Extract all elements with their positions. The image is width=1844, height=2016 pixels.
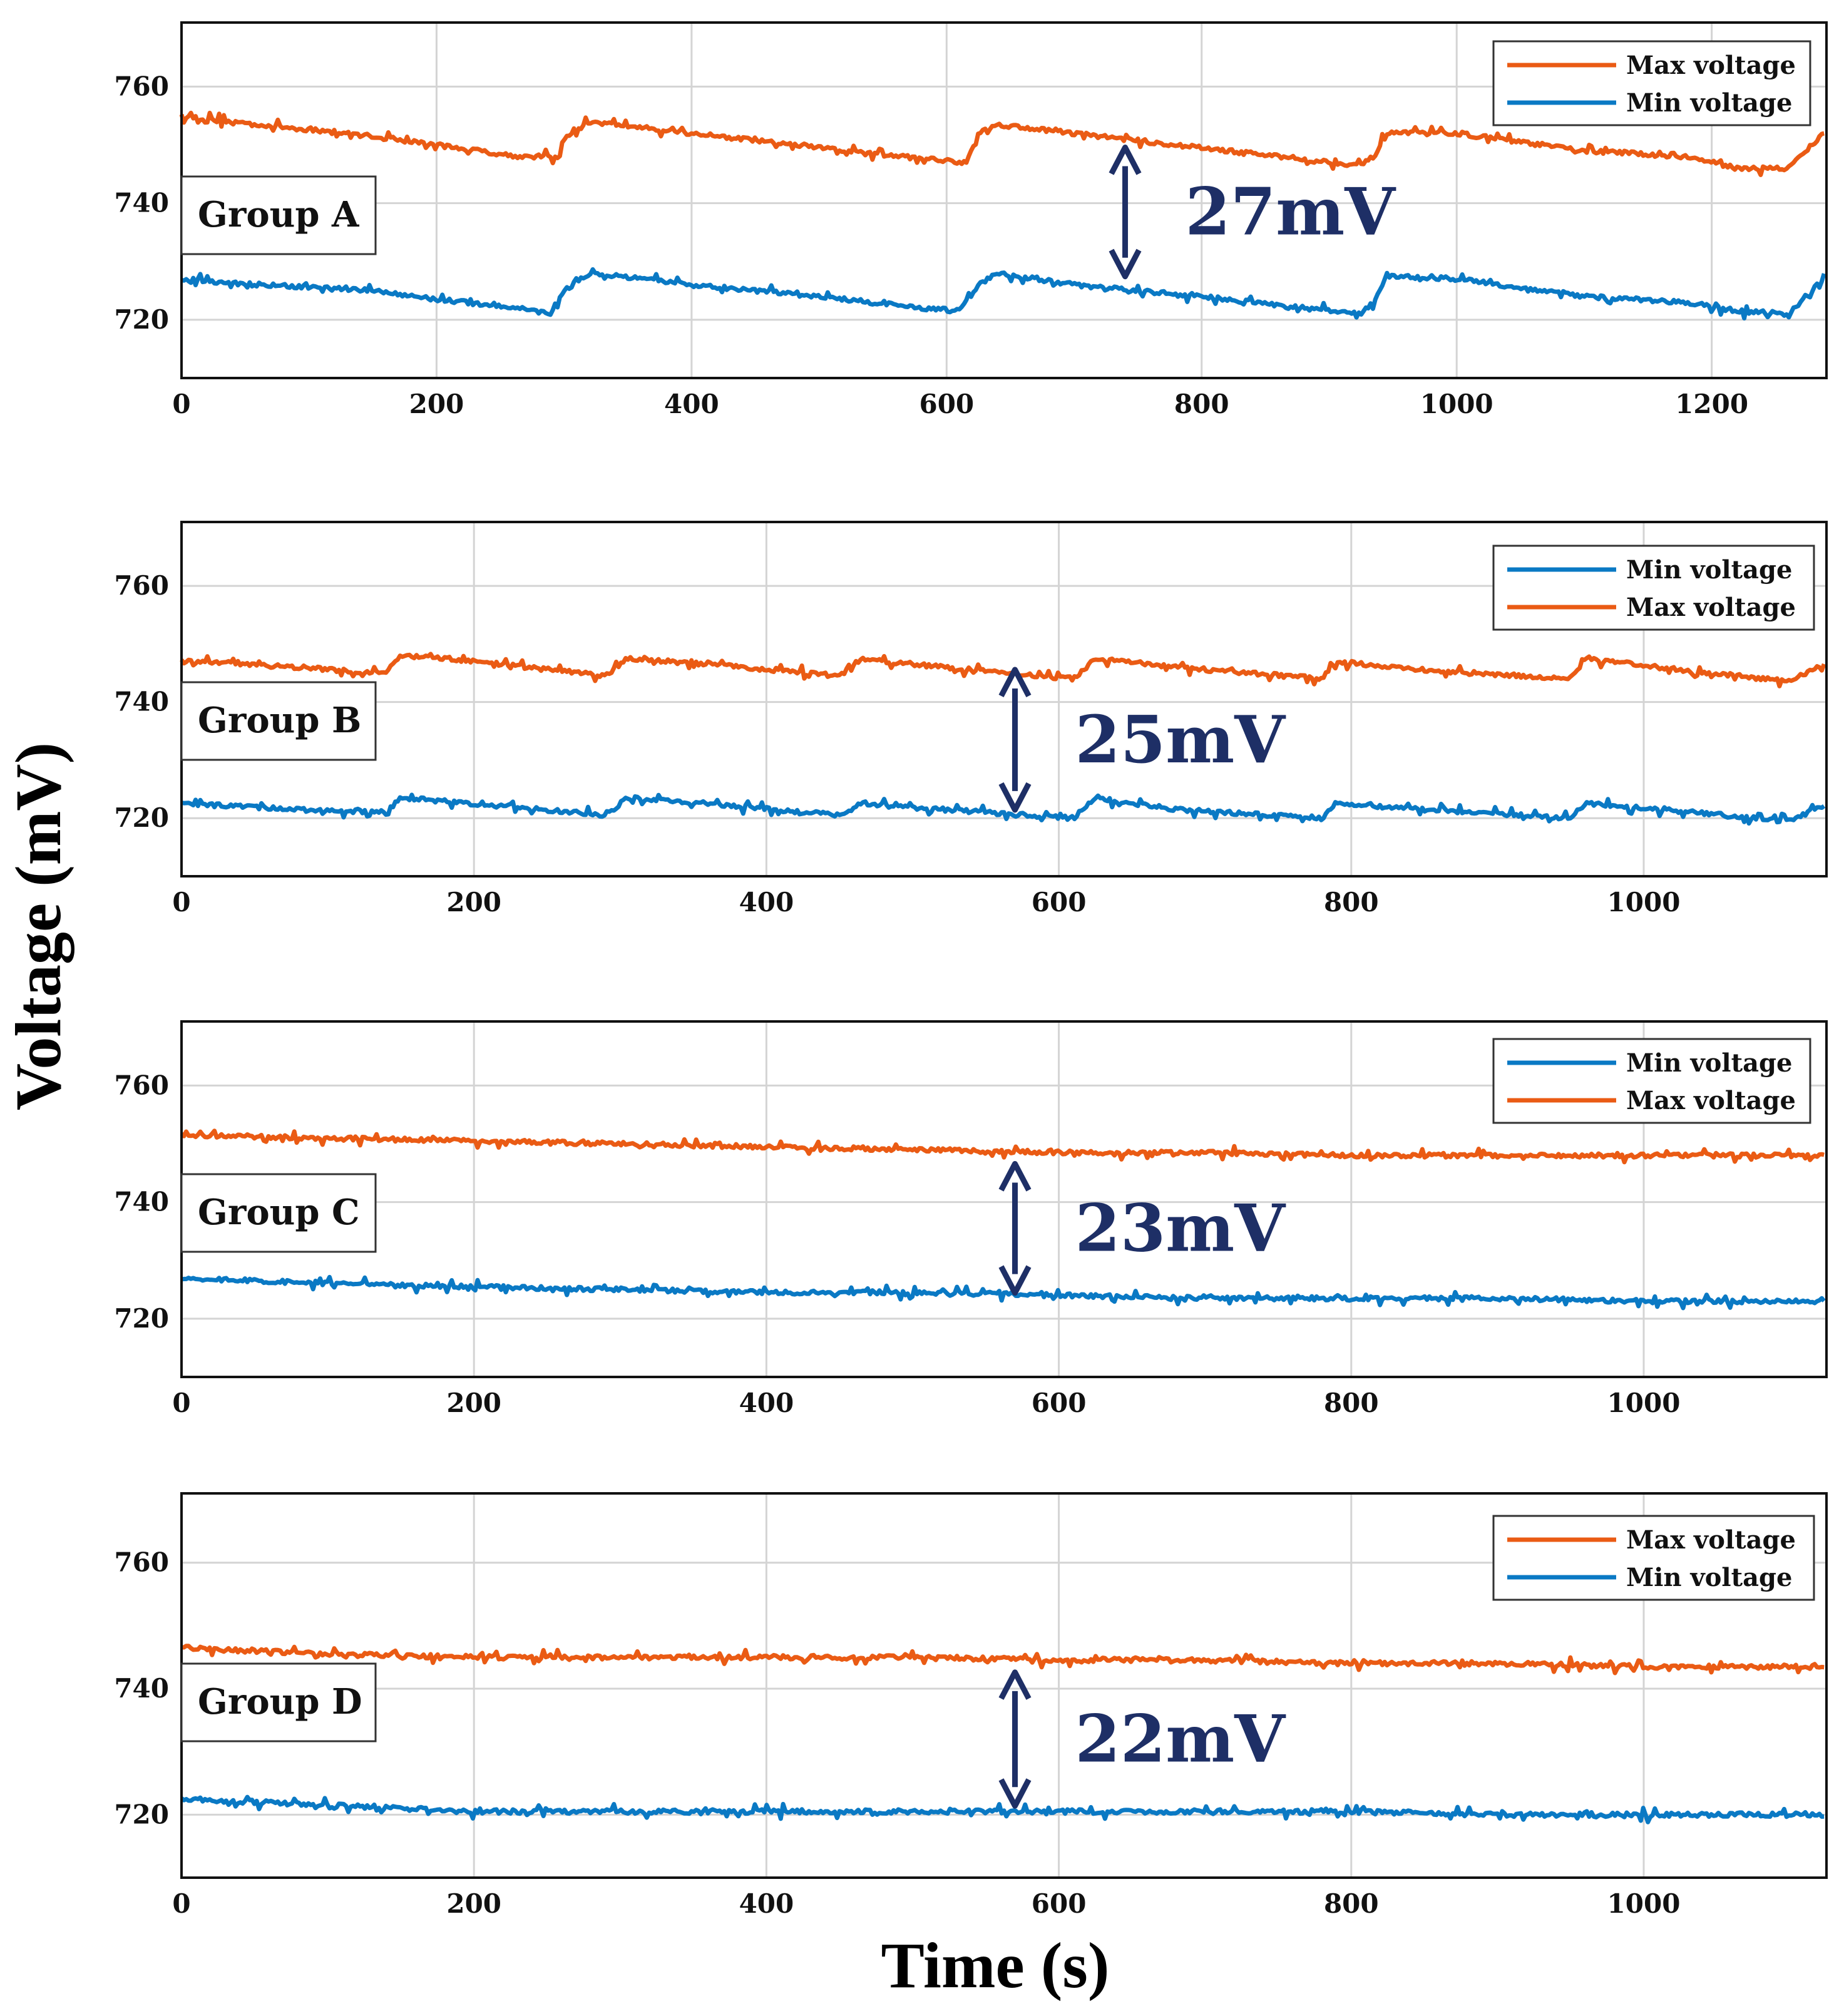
x-tick-label: 200 [446,1388,501,1418]
x-tick-label: 1000 [1607,1388,1681,1418]
annotation-label: 27mV [1186,173,1397,250]
x-tick-label: 600 [1032,1388,1087,1418]
annotation-label: 23mV [1075,1190,1287,1267]
min-voltage-line [180,1794,1825,1824]
y-tick-label: 760 [114,71,169,101]
group-label: Group C [198,1192,360,1233]
x-tick-label: 800 [1324,887,1379,918]
chart-panel: 720 740 760 0 200 400 600 800 1000 Group B Min vol… [114,521,1828,918]
x-tick-label: 400 [739,1388,794,1418]
y-tick-label: 740 [114,1673,169,1704]
y-tick-label: 740 [114,188,169,218]
y-tick-label: 740 [114,1187,169,1217]
x-tick-label: 800 [1324,1388,1379,1418]
y-tick-label: 760 [114,1070,169,1100]
x-tick-label: 600 [1032,887,1087,918]
x-tick-label: 400 [739,887,794,918]
legend-label: Min voltage [1626,1048,1792,1078]
chart-panel: 720 740 760 0 200 400 600 800 1000 Group D Max vol… [114,1492,1828,1919]
annotation-arrow-head-up [998,667,1032,698]
legend-label: Min voltage [1626,88,1792,118]
x-tick-label: 0 [172,1388,190,1418]
x-tick-label: 1200 [1675,389,1748,419]
legend-box [1492,40,1811,126]
x-tick-label: 600 [1032,1888,1087,1919]
x-tick-label: 200 [446,887,501,918]
legend-box [1492,1038,1811,1124]
group-label-box [180,175,377,255]
legend-label: Min voltage [1626,555,1792,585]
legend-box [1492,545,1815,631]
x-tick-label: 1000 [1607,887,1681,918]
annotation-arrow-head-down [998,782,1032,813]
chart-panel: 720 740 760 0 200 400 600 800 1000 Group C Min vol… [114,1020,1828,1418]
annotation-label: 22mV [1075,1701,1287,1778]
annotation-arrow-head-up [1109,145,1142,175]
x-tick-label: 200 [446,1888,501,1919]
legend-label: Max voltage [1626,593,1796,622]
x-tick-label: 0 [172,887,190,918]
group-label-box [180,1173,377,1253]
max-voltage-line [181,1644,1825,1676]
y-tick-label: 760 [114,1547,169,1578]
x-tick-label: 800 [1174,389,1229,419]
min-voltage-line [181,267,1826,320]
x-axis-title: Time (s) [881,1930,1110,2002]
group-label-box [180,1662,377,1742]
y-tick-label: 760 [114,570,169,601]
legend-label: Max voltage [1626,1525,1796,1555]
x-tick-label: 0 [172,1888,190,1919]
max-voltage-line [180,1128,1825,1165]
x-tick-label: 1000 [1420,389,1493,419]
min-voltage-line [181,792,1826,826]
annotation-label: 25mV [1075,701,1287,778]
group-label: Group D [198,1681,362,1722]
x-tick-label: 400 [664,389,719,419]
chart-panel: 720 740 760 0 200 400 600 800 1000 1200 Group A Max… [114,21,1828,419]
annotation-arrow-head-down [998,1265,1032,1296]
x-tick-label: 0 [172,389,190,419]
group-label: Group B [198,700,361,741]
group-label: Group A [198,194,360,235]
annotation-arrow-head-up [998,1160,1032,1192]
x-tick-label: 800 [1324,1888,1379,1919]
x-tick-label: 1000 [1607,1888,1681,1919]
legend-label: Max voltage [1626,1086,1796,1115]
x-tick-label: 200 [409,389,464,419]
annotation-arrow-head-up [998,1669,1032,1700]
annotation-arrow-head-down [998,1778,1032,1809]
group-label-box [180,681,377,761]
legend-label: Min voltage [1626,1563,1792,1592]
y-axis-title: Voltage (mV) [3,742,74,1110]
y-tick-label: 740 [114,687,169,717]
max-voltage-line [179,110,1825,177]
y-tick-label: 720 [114,304,169,335]
y-tick-label: 720 [114,1799,169,1829]
y-tick-label: 720 [114,802,169,833]
min-voltage-line [181,1274,1826,1311]
x-tick-label: 600 [919,389,974,419]
max-voltage-line [180,652,1826,688]
legend-label: Max voltage [1626,51,1796,80]
annotation-arrow-head-down [1109,248,1142,280]
x-tick-label: 400 [739,1888,794,1919]
y-tick-label: 720 [114,1303,169,1334]
legend-box [1492,1515,1815,1601]
